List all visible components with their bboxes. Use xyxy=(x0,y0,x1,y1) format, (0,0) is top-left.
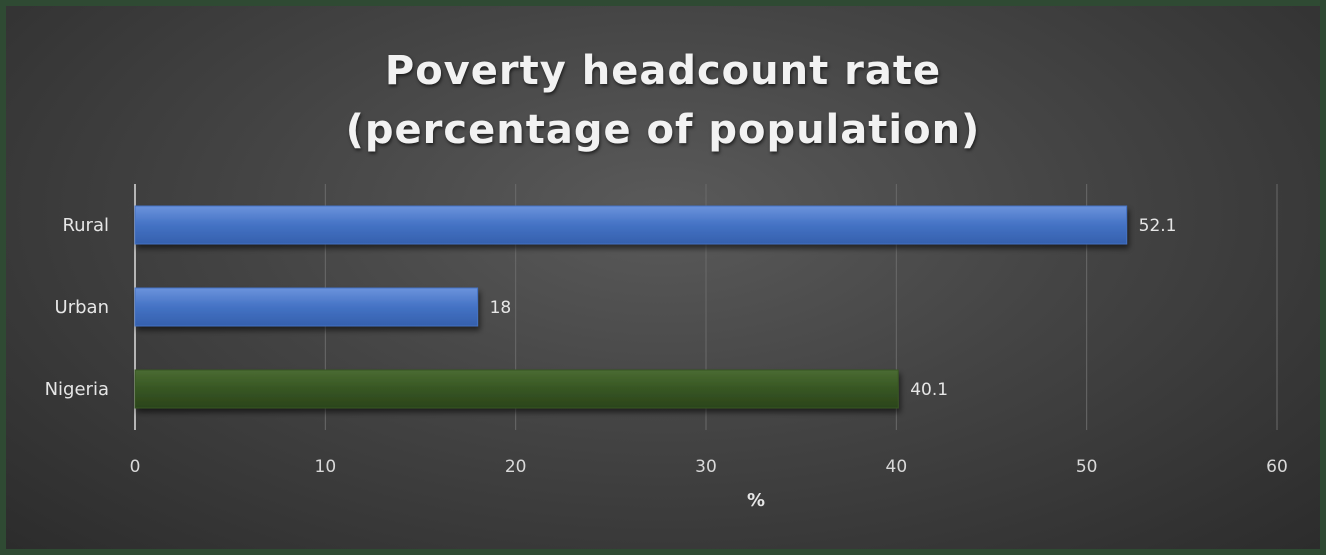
x-tick-label: 60 xyxy=(1266,457,1288,477)
x-tick-label: 50 xyxy=(1076,457,1098,477)
x-tick-label: 0 xyxy=(130,457,141,477)
data-label-urban: 18 xyxy=(490,298,512,318)
data-label-rural: 52.1 xyxy=(1139,216,1177,236)
x-tick-label: 20 xyxy=(505,457,527,477)
category-label-rural: Rural xyxy=(62,215,109,236)
bar-rural xyxy=(134,205,1128,245)
x-tick-label: 30 xyxy=(695,457,717,477)
data-label-nigeria: 40.1 xyxy=(910,380,948,400)
category-label-urban: Urban xyxy=(55,297,109,318)
x-tick-label: 40 xyxy=(886,457,908,477)
chart-title-line-1: Poverty headcount rate xyxy=(384,48,942,94)
bar-urban xyxy=(134,287,479,327)
bar-nigeria xyxy=(134,369,899,409)
chart-area: Poverty headcount rate (percentage of po… xyxy=(6,6,1320,549)
x-tick-label: 10 xyxy=(315,457,337,477)
category-label-nigeria: Nigeria xyxy=(45,379,109,400)
chart-title-line-2: (percentage of population) xyxy=(345,107,981,153)
bar-chart-plot: 0 10 20 30 40 50 60 52.1 Rural 18 Urban 40.1 Nigeria… xyxy=(45,184,1288,511)
x-axis-title: % xyxy=(747,490,765,511)
